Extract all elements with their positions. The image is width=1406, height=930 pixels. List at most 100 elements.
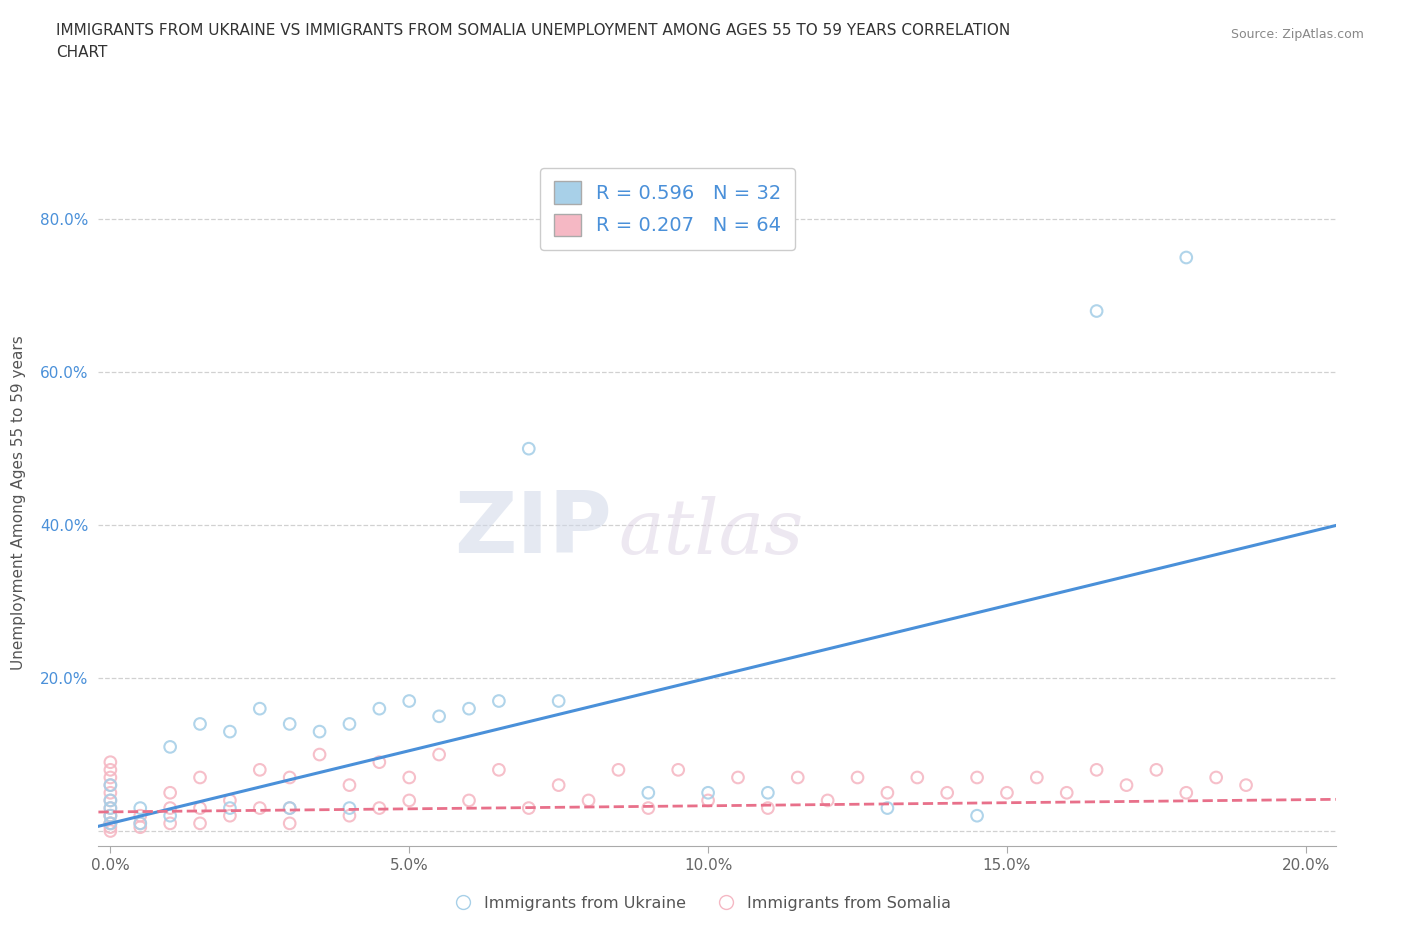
- Point: [488, 763, 510, 777]
- Point: [100, 801, 122, 816]
- Point: [100, 785, 122, 800]
- Point: [278, 716, 301, 731]
- Point: [966, 808, 988, 823]
- Point: [100, 801, 122, 816]
- Point: [936, 785, 959, 800]
- Point: [278, 801, 301, 816]
- Y-axis label: Unemployment Among Ages 55 to 59 years: Unemployment Among Ages 55 to 59 years: [11, 335, 27, 670]
- Point: [100, 816, 122, 830]
- Legend: Immigrants from Ukraine, Immigrants from Somalia: Immigrants from Ukraine, Immigrants from…: [449, 890, 957, 917]
- Point: [398, 793, 420, 808]
- Point: [517, 441, 540, 456]
- Point: [427, 709, 450, 724]
- Point: [188, 770, 211, 785]
- Point: [876, 801, 898, 816]
- Point: [100, 755, 122, 770]
- Point: [249, 801, 271, 816]
- Point: [697, 793, 720, 808]
- Point: [100, 816, 122, 830]
- Point: [817, 793, 839, 808]
- Point: [1085, 303, 1108, 318]
- Point: [876, 785, 898, 800]
- Point: [905, 770, 928, 785]
- Point: [488, 694, 510, 709]
- Point: [219, 724, 242, 739]
- Point: [1115, 777, 1137, 792]
- Point: [159, 808, 181, 823]
- Point: [100, 808, 122, 823]
- Point: [339, 777, 361, 792]
- Point: [339, 801, 361, 816]
- Point: [219, 793, 242, 808]
- Point: [517, 801, 540, 816]
- Point: [637, 785, 659, 800]
- Point: [697, 785, 720, 800]
- Point: [368, 755, 391, 770]
- Point: [159, 801, 181, 816]
- Point: [339, 716, 361, 731]
- Point: [249, 701, 271, 716]
- Point: [547, 777, 569, 792]
- Text: IMMIGRANTS FROM UKRAINE VS IMMIGRANTS FROM SOMALIA UNEMPLOYMENT AMONG AGES 55 TO: IMMIGRANTS FROM UKRAINE VS IMMIGRANTS FR…: [56, 23, 1011, 38]
- Point: [308, 724, 330, 739]
- Point: [100, 777, 122, 792]
- Point: [786, 770, 808, 785]
- Point: [427, 747, 450, 762]
- Point: [727, 770, 749, 785]
- Point: [129, 816, 152, 830]
- Point: [398, 770, 420, 785]
- Point: [308, 747, 330, 762]
- Point: [1175, 250, 1198, 265]
- Point: [188, 816, 211, 830]
- Point: [100, 808, 122, 823]
- Point: [966, 770, 988, 785]
- Point: [1085, 763, 1108, 777]
- Text: atlas: atlas: [619, 497, 803, 570]
- Point: [1234, 777, 1257, 792]
- Text: CHART: CHART: [56, 45, 108, 60]
- Point: [1025, 770, 1047, 785]
- Text: Source: ZipAtlas.com: Source: ZipAtlas.com: [1230, 28, 1364, 41]
- Point: [278, 770, 301, 785]
- Text: ZIP: ZIP: [454, 488, 612, 571]
- Point: [846, 770, 869, 785]
- Point: [756, 785, 779, 800]
- Point: [188, 801, 211, 816]
- Point: [100, 777, 122, 792]
- Point: [339, 808, 361, 823]
- Point: [368, 801, 391, 816]
- Point: [100, 824, 122, 839]
- Point: [1175, 785, 1198, 800]
- Point: [100, 819, 122, 834]
- Point: [578, 793, 600, 808]
- Point: [100, 763, 122, 777]
- Point: [129, 816, 152, 830]
- Point: [129, 808, 152, 823]
- Point: [368, 701, 391, 716]
- Point: [100, 808, 122, 823]
- Point: [756, 801, 779, 816]
- Point: [100, 770, 122, 785]
- Point: [129, 801, 152, 816]
- Point: [188, 716, 211, 731]
- Point: [159, 739, 181, 754]
- Point: [219, 808, 242, 823]
- Point: [278, 801, 301, 816]
- Legend: R = 0.596   N = 32, R = 0.207   N = 64: R = 0.596 N = 32, R = 0.207 N = 64: [540, 167, 796, 249]
- Point: [458, 701, 481, 716]
- Point: [219, 801, 242, 816]
- Point: [458, 793, 481, 808]
- Point: [100, 816, 122, 830]
- Point: [1205, 770, 1227, 785]
- Point: [1144, 763, 1167, 777]
- Point: [278, 816, 301, 830]
- Point: [1056, 785, 1078, 800]
- Point: [159, 785, 181, 800]
- Point: [666, 763, 689, 777]
- Point: [547, 694, 569, 709]
- Point: [129, 819, 152, 834]
- Point: [249, 763, 271, 777]
- Point: [100, 793, 122, 808]
- Point: [100, 793, 122, 808]
- Point: [607, 763, 630, 777]
